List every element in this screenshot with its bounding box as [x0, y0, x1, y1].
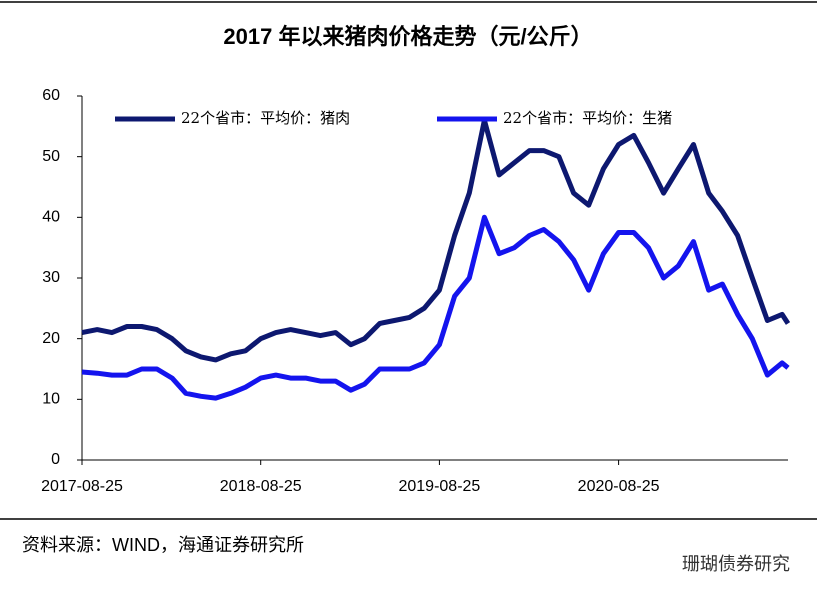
x-tick-label: 2017-08-25	[41, 478, 123, 495]
y-tick-label: 10	[42, 391, 60, 408]
legend-label: 22个省市：平均价：猪肉	[181, 109, 350, 127]
y-tick-label: 30	[42, 269, 60, 286]
line-series	[81, 214, 790, 401]
source: 资料来源：WIND，海通证券研究所	[22, 535, 304, 555]
x-tick-label: 2018-08-25	[220, 478, 302, 495]
y-tick-label: 20	[42, 330, 60, 347]
line-series	[81, 117, 791, 363]
watermark: 珊瑚债券研究	[682, 554, 790, 574]
chart-title: 2017 年以来猪肉价格走势（元/公斤）	[223, 24, 592, 49]
y-tick-label: 0	[51, 451, 60, 468]
x-tick-label: 2020-08-25	[578, 478, 660, 495]
y-tick-label: 60	[42, 87, 60, 104]
y-tick-label: 50	[42, 148, 60, 165]
x-tick-label: 2019-08-25	[398, 478, 480, 495]
y-tick-label: 40	[42, 209, 60, 226]
legend-label: 22个省市：平均价：生猪	[503, 109, 672, 127]
